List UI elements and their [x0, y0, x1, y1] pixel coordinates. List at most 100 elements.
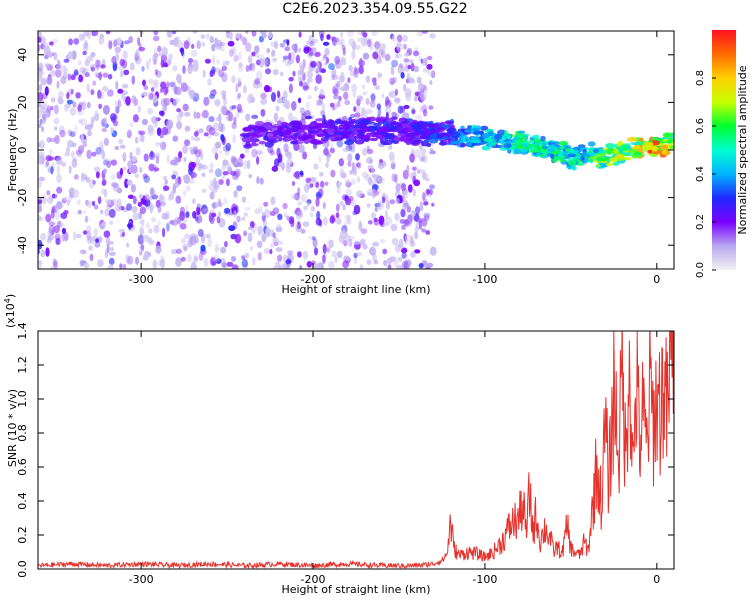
heatmap-ridge-cell: [426, 143, 432, 148]
heatmap-cell: [110, 198, 118, 206]
heatmap-cell: [410, 235, 414, 245]
heatmap-cell: [294, 192, 300, 201]
heatmap-cell: [269, 248, 273, 255]
heatmap-cell: [221, 72, 228, 83]
heatmap-cell: [138, 220, 145, 225]
heatmap-cell: [117, 99, 121, 109]
heatmap-cell: [179, 211, 186, 221]
heatmap-cell: [48, 156, 55, 161]
heatmap-cell: [369, 42, 374, 50]
heatmap-cell: [110, 159, 117, 166]
heatmap-cell: [367, 220, 373, 225]
heatmap-cell: [238, 65, 244, 72]
heatmap-cell: [356, 103, 361, 114]
heatmap-cell: [348, 38, 355, 47]
heatmap-cell: [313, 163, 319, 170]
heatmap-cell: [342, 147, 349, 153]
heatmap-cell: [66, 142, 74, 149]
heatmap-cell: [207, 238, 213, 248]
heatmap-cell: [221, 65, 227, 71]
heatmap-cell: [139, 130, 146, 136]
heatmap-cell: [284, 46, 291, 52]
heatmap-cell: [374, 203, 381, 208]
heatmap-cell: [182, 190, 187, 196]
heatmap-cell: [414, 95, 418, 102]
heatmap-cell: [277, 213, 283, 220]
heatmap-cell: [114, 100, 119, 108]
heatmap-cell: [190, 161, 197, 168]
heatmap-cell: [372, 241, 379, 247]
heatmap-cell: [207, 78, 212, 86]
heatmap-cell: [330, 169, 336, 178]
heatmap-cell: [372, 184, 379, 191]
heatmap-cell: [233, 210, 237, 219]
heatmap-cell: [366, 188, 374, 197]
heatmap-cell: [259, 177, 264, 185]
heatmap-cell: [180, 256, 186, 262]
heatmap-ridge-cell: [542, 142, 547, 147]
heatmap-cell: [413, 148, 421, 159]
heatmap-cell: [148, 163, 155, 172]
heatmap-cell: [407, 77, 415, 84]
heatmap-cell: [171, 219, 179, 226]
heatmap-cell: [108, 40, 113, 50]
heatmap-cell: [152, 79, 159, 89]
heatmap-cell: [93, 71, 99, 77]
heatmap-cell: [79, 66, 86, 74]
heatmap-cell: [212, 131, 220, 137]
heatmap-cell: [105, 237, 111, 246]
heatmap-cell: [418, 56, 422, 61]
heatmap-cell: [288, 83, 293, 94]
heatmap-cell: [271, 165, 279, 172]
heatmap-cell: [50, 208, 55, 219]
heatmap-cell: [98, 36, 105, 45]
heatmap-cell: [347, 161, 352, 167]
heatmap-cell: [404, 235, 408, 245]
heatmap-cell: [164, 179, 168, 185]
heatmap-cell: [346, 31, 354, 37]
heatmap-ridge-cell: [430, 129, 436, 134]
snr-panel: -300 -200 -100 0 0.0 0.2 0.4 0.6 0.8 1.0 1.2 1.4 H…: [3, 294, 675, 596]
heatmap-cell: [74, 174, 79, 180]
heatmap-cell: [213, 152, 219, 159]
colorbar-gradient: [712, 30, 736, 270]
heatmap-cell: [117, 88, 124, 94]
heatmap-cell: [362, 147, 368, 156]
heatmap-cell: [87, 130, 92, 137]
heatmap-cell: [147, 252, 152, 257]
heatmap-cell: [175, 257, 182, 267]
heatmap-cell: [118, 65, 124, 72]
heatmap-cell: [77, 110, 84, 116]
heatmap-cell: [225, 60, 230, 66]
heatmap-cell: [284, 212, 287, 218]
heatmap-ridge-cell: [315, 122, 325, 129]
heatmap-cell: [360, 36, 368, 47]
heatmap-cell: [126, 203, 132, 211]
heatmap-cell: [228, 225, 236, 232]
heatmap-ridge-cell: [547, 141, 554, 146]
heatmap-cell: [329, 215, 335, 224]
heatmap-cell: [92, 80, 97, 86]
heatmap-ridge-cell: [361, 135, 371, 140]
heatmap-cell: [423, 214, 430, 222]
heatmap-ridge-cell: [373, 122, 382, 127]
heatmap-cell: [336, 100, 341, 108]
heatmap-cell: [138, 211, 143, 220]
heatmap-cell: [291, 194, 298, 200]
heatmap-cell: [298, 31, 302, 38]
heatmap-cell: [257, 225, 263, 236]
heatmap-cell: [319, 110, 326, 116]
heatmap-cell: [139, 251, 143, 256]
heatmap-cell: [95, 238, 99, 243]
heatmap-cell: [46, 136, 52, 143]
heatmap-x-ticks: -300 -200 -100 0: [129, 31, 660, 286]
heatmap-cell: [301, 114, 307, 121]
heatmap-cell: [184, 125, 191, 132]
heatmap-ridge-cell: [472, 128, 481, 132]
heatmap-cell: [396, 264, 404, 269]
heatmap-cell: [272, 57, 277, 63]
heatmap-cell: [55, 210, 60, 221]
heatmap-cell: [173, 85, 178, 95]
heatmap-cell: [115, 37, 123, 46]
heatmap-cell: [166, 81, 170, 89]
